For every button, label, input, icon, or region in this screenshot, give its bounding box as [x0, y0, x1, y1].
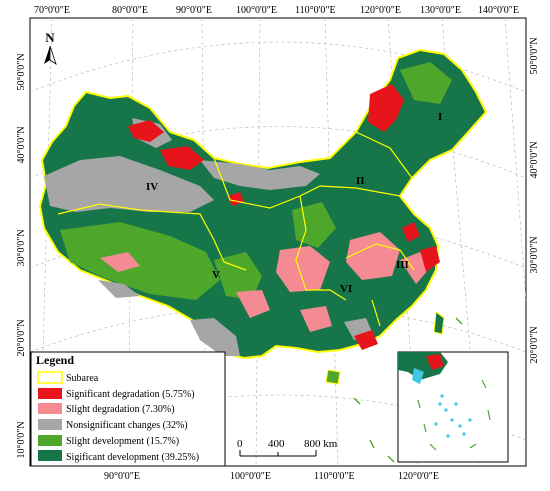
legend-swatch-significant-degradation [38, 388, 62, 399]
legend-label: Sigificant development (39.25%) [66, 452, 199, 463]
legend-swatch-slight-development [38, 435, 62, 446]
lon-label-top: 100°0'0"E [236, 5, 277, 16]
lat-label-right: 40°0'0"N [529, 141, 540, 178]
subarea-label-i: I [438, 111, 442, 123]
legend-swatch-significant-development [38, 450, 62, 461]
lon-label-top: 70°0'0"E [34, 5, 70, 16]
lon-label-bottom: 120°0'0"E [398, 471, 439, 482]
lat-label-left: 10°0'0"N [16, 421, 27, 458]
taiwan-island [433, 311, 445, 335]
lon-label-top: 120°0'0"E [360, 5, 401, 16]
hainan-island [325, 369, 341, 385]
legend-label: Significant degradation (5.75%) [66, 389, 195, 400]
subarea-labels: I II III IV V VI [146, 111, 442, 295]
lat-label-left: 30°0'0"N [16, 229, 27, 266]
inset-map [397, 351, 509, 463]
lat-label-left: 50°0'0"N [16, 53, 27, 90]
subarea-label-v: V [212, 269, 220, 281]
legend-label: Slight development (15.7%) [66, 436, 179, 447]
subarea-label-iii: III [396, 259, 409, 271]
lon-label-bottom: 90°0'0"E [104, 471, 140, 482]
legend-swatch-slight-degradation [38, 403, 62, 414]
lon-label-top: 140°0'0"E [478, 5, 519, 16]
lon-label-top: 110°0'0"E [295, 5, 336, 16]
lon-label-top: 90°0'0"E [176, 5, 212, 16]
subarea-label-vi: VI [340, 283, 352, 295]
legend-swatch-nonsignificant [38, 419, 62, 430]
legend-label: Subarea [66, 373, 99, 384]
slight-degradation-areas [100, 232, 430, 332]
longitude-labels-top: 70°0'0"E 80°0'0"E 90°0'0"E 100°0'0"E 110… [34, 5, 519, 16]
north-arrow: N [44, 30, 57, 65]
lat-label-right: 30°0'0"N [529, 236, 540, 273]
lon-label-top: 80°0'0"E [112, 5, 148, 16]
lon-label-bottom: 110°0'0"E [314, 471, 355, 482]
subarea-boundaries [57, 131, 415, 327]
legend: Legend Subarea Significant degradation (… [30, 351, 226, 467]
lon-label-bottom: 100°0'0"E [230, 471, 271, 482]
legend-swatch-subarea [37, 371, 63, 384]
lat-label-left: 20°0'0"N [16, 319, 27, 356]
north-arrow-label: N [45, 30, 55, 45]
latitude-labels-right: 50°0'0"N 40°0'0"N 30°0'0"N 20°0'0"N [529, 37, 540, 363]
legend-label: Nonsignificant changes (32%) [66, 420, 188, 431]
latitude-labels-left: 50°0'0"N 40°0'0"N 30°0'0"N 20°0'0"N 10°0… [16, 53, 27, 458]
lat-label-left: 40°0'0"N [16, 126, 27, 163]
scale-label: 800 km [304, 438, 338, 450]
longitude-labels-bottom: 90°0'0"E 100°0'0"E 110°0'0"E 120°0'0"E [104, 471, 439, 482]
slight-development-areas [60, 62, 452, 300]
legend-title: Legend [36, 353, 74, 367]
scale-label: 0 [237, 438, 243, 450]
lon-label-top: 130°0'0"E [420, 5, 461, 16]
scale-bar: 0 400 800 km [237, 438, 338, 457]
lat-label-right: 20°0'0"N [529, 326, 540, 363]
significant-degradation-areas [128, 84, 440, 350]
subarea-label-ii: II [356, 175, 365, 187]
lat-label-right: 50°0'0"N [529, 37, 540, 74]
scale-label: 400 [268, 438, 285, 450]
subarea-label-iv: IV [146, 181, 158, 193]
legend-label: Slight degradation (7.30%) [66, 404, 175, 415]
